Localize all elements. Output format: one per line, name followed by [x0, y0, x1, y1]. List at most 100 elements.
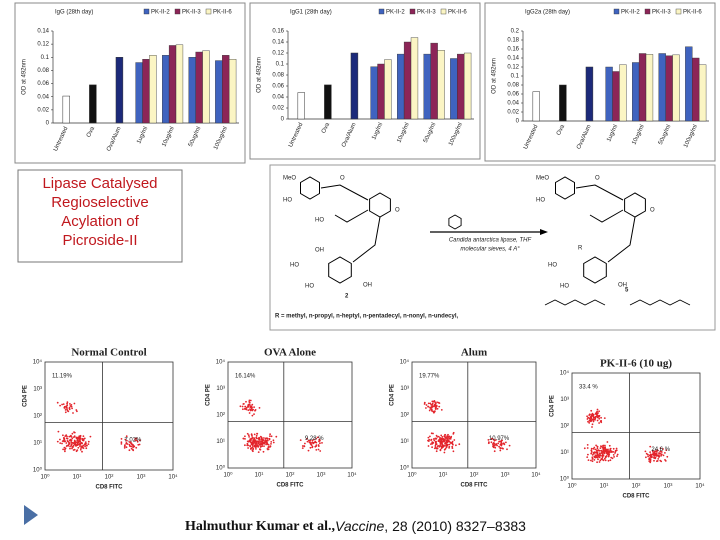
- event-dot: [590, 452, 593, 455]
- x-tick-label: 10⁴: [531, 472, 541, 479]
- ring: [300, 176, 320, 200]
- event-dot: [448, 445, 451, 448]
- event-dot: [492, 438, 495, 441]
- event-dot: [599, 454, 601, 456]
- event-dot: [586, 418, 589, 420]
- event-dot: [453, 439, 456, 441]
- event-dot: [606, 441, 609, 443]
- x-tick-label: Ova: [321, 121, 331, 134]
- y-tick-label: 0.12: [37, 42, 49, 48]
- y-tick-label: 0.04: [507, 101, 519, 107]
- event-dot: [653, 456, 655, 459]
- event-dot: [440, 434, 443, 437]
- y-tick-label: 10⁰: [33, 467, 43, 474]
- event-dot: [433, 439, 436, 442]
- event-dot: [591, 456, 594, 459]
- event-dot: [245, 408, 248, 411]
- x-tick-label: 10²: [632, 484, 641, 490]
- event-dot: [499, 447, 502, 450]
- event-dot: [662, 454, 665, 457]
- event-dot: [244, 405, 247, 408]
- flow-title: Alum: [461, 347, 487, 359]
- event-dot: [501, 439, 503, 442]
- event-dot: [599, 459, 602, 462]
- event-dot: [126, 439, 128, 442]
- event-dot: [247, 444, 250, 447]
- atom-label: O: [650, 208, 655, 214]
- event-dot: [254, 442, 257, 445]
- caption-line: Acylation of: [61, 213, 139, 230]
- y-axis-label: OD at 492nm: [257, 57, 263, 93]
- event-dot: [257, 445, 260, 448]
- event-dot: [494, 446, 497, 449]
- event-dot: [79, 445, 81, 448]
- event-dot: [506, 448, 508, 451]
- event-dot: [78, 436, 80, 439]
- event-dot: [270, 441, 273, 443]
- flow-title: Normal Control: [71, 347, 146, 359]
- event-dot: [598, 461, 601, 463]
- event-dot: [76, 444, 79, 446]
- event-dot: [590, 450, 593, 453]
- quadrant-percent: 11.19%: [52, 374, 73, 380]
- event-dot: [73, 431, 75, 433]
- bond: [575, 184, 624, 201]
- x-tick-label: 10⁰: [567, 483, 577, 490]
- y-tick-label: 10⁴: [560, 370, 570, 377]
- event-dot: [435, 443, 438, 445]
- bar: [384, 59, 392, 120]
- event-dot: [447, 438, 449, 440]
- event-dot: [647, 453, 649, 456]
- event-dot: [61, 403, 63, 406]
- event-dot: [594, 454, 597, 457]
- event-dot: [71, 437, 74, 440]
- event-dot: [267, 446, 270, 449]
- event-dot: [499, 449, 502, 452]
- event-dot: [248, 440, 250, 443]
- control-bar: [532, 91, 540, 122]
- event-dot: [266, 439, 269, 442]
- event-dot: [427, 405, 429, 408]
- event-dot: [598, 410, 600, 413]
- event-dot: [598, 452, 601, 455]
- event-dot: [590, 447, 593, 450]
- event-dot: [500, 444, 503, 447]
- control-bar: [559, 84, 567, 122]
- event-dot: [319, 442, 321, 445]
- event-dot: [586, 456, 589, 458]
- event-dot: [447, 433, 449, 436]
- event-dot: [71, 407, 73, 410]
- event-dot: [659, 447, 662, 450]
- y-tick-label: 0.08: [507, 83, 519, 89]
- bar: [457, 53, 465, 120]
- atom-label: HO: [305, 284, 314, 290]
- event-dot: [266, 448, 269, 450]
- event-dot: [64, 450, 66, 453]
- event-dot: [502, 442, 505, 445]
- x-tick-label: 10²: [105, 475, 114, 481]
- bar: [175, 44, 184, 124]
- event-dot: [128, 441, 131, 443]
- event-dot: [321, 442, 323, 444]
- event-dot: [249, 406, 252, 409]
- event-dot: [434, 401, 437, 404]
- caption-line: Lipase Catalysed: [42, 175, 157, 192]
- event-dot: [664, 452, 666, 454]
- event-dot: [72, 444, 75, 447]
- event-dot: [649, 445, 652, 448]
- event-dot: [654, 452, 657, 455]
- event-dot: [316, 436, 319, 439]
- y-tick-label: 0.14: [507, 56, 519, 62]
- event-dot: [596, 456, 599, 459]
- event-dot: [62, 434, 64, 437]
- event-dot: [272, 441, 275, 444]
- event-dot: [596, 455, 599, 457]
- event-dot: [124, 438, 127, 441]
- event-dot: [493, 443, 496, 445]
- event-dot: [68, 442, 70, 445]
- event-dot: [590, 420, 593, 422]
- event-dot: [435, 434, 438, 437]
- compound-number: 5: [625, 288, 629, 294]
- event-dot: [505, 441, 507, 444]
- event-dot: [84, 441, 87, 443]
